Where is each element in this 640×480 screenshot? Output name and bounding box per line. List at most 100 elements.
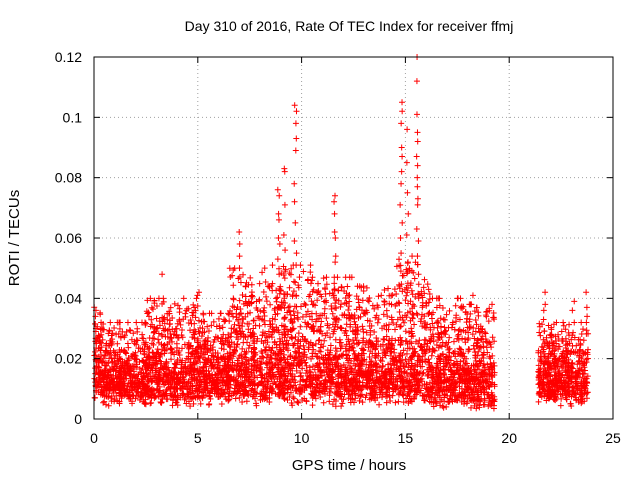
data-point [399,219,406,226]
data-point [363,369,370,376]
data-point [552,372,559,379]
data-point [155,330,162,337]
data-point [119,362,126,369]
data-point [100,376,107,383]
data-point [329,321,336,328]
data-point [371,394,378,401]
data-point [235,373,242,380]
data-point [383,399,390,406]
data-point [196,382,203,389]
data-point [116,378,123,385]
data-point [173,399,180,406]
data-point [291,102,298,109]
data-point [433,360,440,367]
data-point [371,305,378,312]
data-point [261,265,268,272]
data-point [118,393,125,400]
data-point [537,379,544,386]
data-point [369,350,376,357]
data-point [335,388,342,395]
data-point [324,330,331,337]
data-point [383,307,390,314]
data-point [392,326,399,333]
data-point [181,379,188,386]
data-point [257,308,264,315]
data-point [366,294,373,301]
data-point [489,397,496,404]
data-point [236,394,243,401]
data-point [109,359,116,366]
data-point [106,350,113,357]
data-point [583,304,590,311]
data-point [413,78,420,85]
data-point [213,323,220,330]
data-point [397,323,404,330]
data-point [153,365,160,372]
data-point [411,345,418,352]
data-point [288,265,295,272]
data-point [475,309,482,316]
data-point [177,357,184,364]
data-point [392,376,399,383]
data-point [372,367,379,374]
data-point [213,372,220,379]
data-point [296,361,303,368]
data-point [481,395,488,402]
data-point [263,343,270,350]
data-point [434,324,441,331]
data-point [208,352,215,359]
data-point [471,308,478,315]
data-point [186,387,193,394]
data-point [302,382,309,389]
data-point [192,360,199,367]
data-point [107,319,114,326]
data-point [287,362,294,369]
data-point [105,342,112,349]
data-point [161,342,168,349]
data-point [239,315,246,322]
data-point [381,336,388,343]
data-point [474,362,481,369]
data-point [542,301,549,308]
data-point [230,267,237,274]
data-point [217,393,224,400]
data-point [551,343,558,350]
data-point [347,364,354,371]
data-point [460,395,467,402]
data-point [337,380,344,387]
data-point [437,358,444,365]
data-point [491,383,498,390]
data-point [432,396,439,403]
data-point [345,306,352,313]
data-point [583,289,590,296]
data-point [332,403,339,410]
data-point [351,318,358,325]
data-point [309,387,316,394]
data-point [124,319,131,326]
data-point [409,291,416,298]
data-point [296,390,303,397]
data-point [557,402,564,409]
data-point [332,235,339,241]
data-point [408,398,415,405]
data-point [92,370,99,377]
data-point [552,369,559,376]
data-point [366,361,373,368]
data-point [173,332,180,339]
data-point [542,289,549,296]
data-point [163,390,170,397]
data-point [375,304,382,311]
data-point [460,350,467,357]
data-point [408,287,415,294]
data-point [110,390,117,397]
data-point [562,378,569,385]
data-point [359,326,366,333]
data-point [315,337,322,344]
data-point [375,293,382,300]
data-point [345,359,352,366]
data-point [550,389,557,396]
data-point [256,322,263,329]
data-point [183,307,190,314]
data-point [433,319,440,326]
